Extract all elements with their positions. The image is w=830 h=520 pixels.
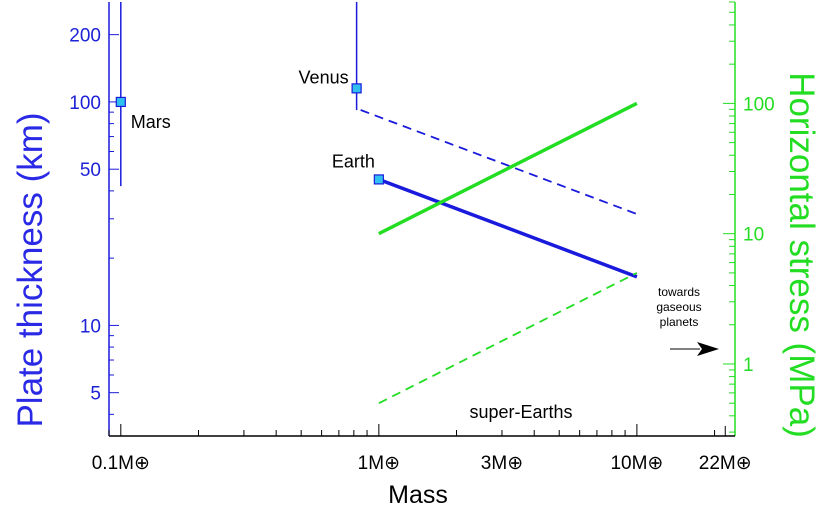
left-tick-label-1: 100 [69,93,101,114]
towards-label-line-3: planets [660,315,699,329]
x-tick-label-4: 22M⊕ [699,453,752,474]
axes-layer [108,1,736,437]
right-tick-label-0: 100 [743,94,775,115]
x-tick-label-3: 10M⊕ [610,453,663,474]
series-layer [360,101,638,404]
left-tick-label-0: 200 [69,26,101,47]
series-line-2 [378,101,638,236]
planet-label-0: Mars [131,112,171,132]
x-tick-label-2: 3M⊕ [481,453,523,474]
planet-marker-0 [115,96,126,108]
series-line-3 [378,272,638,404]
x-tick-label-0: 0.1M⊕ [92,453,150,474]
left-tick-label-4: 5 [90,384,101,405]
left-tick-label-3: 10 [80,316,101,337]
super-earths-label: super-Earths [469,402,572,422]
label-layer: 0.1M⊕ 1M⊕ 3M⊕ 10M⊕ 22M⊕ 200 100 50 10 5 100 10 1 Mars… [69,26,774,474]
right-tick-label-1: 10 [743,225,764,246]
x-tick-label-1: 1M⊕ [358,453,400,474]
right-axis-label: Horizontal stress (MPa) [782,72,821,438]
planet-marker-2 [373,174,384,185]
planet-layer [115,2,384,187]
left-tick-label-2: 50 [80,160,101,181]
series-line-1 [360,109,638,215]
x-axis-label: Mass [388,481,448,509]
planet-marker-1 [351,83,362,94]
right-tick-label-2: 1 [743,355,754,376]
series-line-0 [378,177,638,279]
towards-label-line-2: gaseous [656,300,701,314]
planet-label-2: Earth [332,151,375,171]
planet-label-1: Venus [299,67,349,87]
arrow-icon [670,342,719,356]
towards-label-line-1: towards [658,285,700,299]
left-axis-label: Plate thickness (km) [11,112,50,427]
